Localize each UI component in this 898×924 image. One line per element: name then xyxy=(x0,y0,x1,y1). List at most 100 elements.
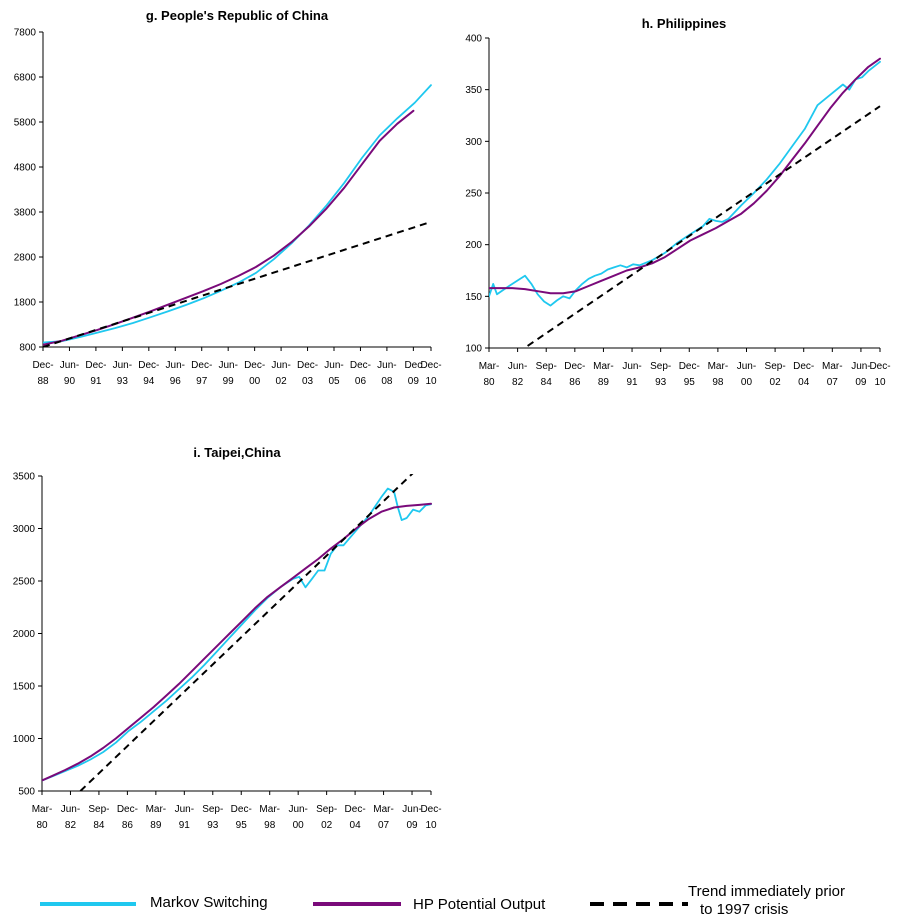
taipei-x-tick-label: Mar- xyxy=(259,804,280,815)
taipei-x-tick-label: Mar- xyxy=(146,804,167,815)
taipei-x-tick-label: 80 xyxy=(36,820,48,831)
philippines-y-tick-label: 150 xyxy=(465,292,482,303)
panel-philippines: h. Philippines 100 150 200 250 300 350 400 Mar- 8… xyxy=(465,16,890,388)
taipei-y-tick-label: 3500 xyxy=(13,472,36,483)
china-x-tick-label: Dec- xyxy=(138,360,159,371)
philippines-x-tick-label: Mar- xyxy=(593,361,614,372)
taipei-x-tick-label: 82 xyxy=(65,820,77,831)
taipei-x-tick-label: 00 xyxy=(293,820,305,831)
taipei-x-tick-label: 10 xyxy=(425,820,437,831)
philippines-x-tick-label: Mar- xyxy=(479,361,500,372)
china-x-tick-label: Jun- xyxy=(324,360,343,371)
china-x-tick-label: Dec- xyxy=(244,360,265,371)
philippines-x-tick-label: Jun- xyxy=(622,361,641,372)
china-series-hp xyxy=(43,109,415,346)
legend-trend-label-2: to 1997 crisis xyxy=(700,901,788,918)
taipei-series-trend xyxy=(79,474,414,791)
china-y-tick-label: 2800 xyxy=(14,253,37,264)
china-x-tick-label: Dec- xyxy=(420,360,441,371)
philippines-series-markov xyxy=(489,60,881,307)
china-x-tick-label: 02 xyxy=(276,376,288,387)
china-x-tick-label: Jun- xyxy=(218,360,237,371)
china-x-tick-label: 00 xyxy=(249,376,261,387)
china-x-tick-label: 06 xyxy=(355,376,367,387)
china-x-tick-label: Dec- xyxy=(32,360,53,371)
taipei-x-tick-label: 98 xyxy=(264,820,276,831)
china-y-tick-label: 1800 xyxy=(14,298,37,309)
philippines-x-tick-label: 82 xyxy=(512,377,524,388)
taipei-x-tick-label: 84 xyxy=(93,820,105,831)
legend: Markov Switching HP Potential Output Tre… xyxy=(40,883,845,918)
philippines-x-tick-label: 07 xyxy=(827,377,839,388)
philippines-x-tick-label: Dec- xyxy=(793,361,814,372)
taipei-title: i. Taipei,China xyxy=(193,445,281,460)
philippines-x-tick-label: Jun- xyxy=(851,361,870,372)
philippines-x-tick-label: Mar- xyxy=(708,361,729,372)
taipei-x-tick-label: 93 xyxy=(207,820,219,831)
china-x-tick-label: 09 xyxy=(408,376,420,387)
philippines-x-tick-label: Jun- xyxy=(737,361,756,372)
philippines-y-tick-label: 350 xyxy=(465,85,482,96)
legend-trend-label-1: Trend immediately prior xyxy=(688,883,845,900)
taipei-x-tick-label: 86 xyxy=(122,820,134,831)
taipei-x-tick-label: Mar- xyxy=(373,804,394,815)
taipei-x-tick-label: 09 xyxy=(406,820,418,831)
china-x-tick-label: 96 xyxy=(170,376,182,387)
china-y-tick-label: 4800 xyxy=(14,163,37,174)
philippines-x-tick-label: 84 xyxy=(541,377,553,388)
china-x-tick-label: 88 xyxy=(37,376,49,387)
philippines-y-tick-label: 200 xyxy=(465,240,482,251)
philippines-x-tick-label: Jun- xyxy=(508,361,527,372)
philippines-x-tick-label: 02 xyxy=(770,377,782,388)
taipei-x-tick-label: Sep- xyxy=(88,804,109,815)
china-x-tick-label: Jun- xyxy=(377,360,396,371)
china-x-tick-label: 90 xyxy=(64,376,76,387)
taipei-x-tick-label: Dec- xyxy=(231,804,252,815)
philippines-x-tick-label: Sep- xyxy=(765,361,786,372)
philippines-y-tick-label: 250 xyxy=(465,189,482,200)
china-x-tick-label: 91 xyxy=(90,376,102,387)
china-title: g. People's Republic of China xyxy=(146,8,329,23)
taipei-x-tick-label: Mar- xyxy=(32,804,53,815)
taipei-x-tick-label: Sep- xyxy=(202,804,223,815)
taipei-x-tick-label: 04 xyxy=(350,820,362,831)
china-series-markov xyxy=(43,84,432,344)
panel-taipei: i. Taipei,China5001000150020002500300035… xyxy=(13,445,442,831)
taipei-x-tick-label: 91 xyxy=(179,820,191,831)
china-series-trend xyxy=(43,220,432,347)
philippines-y-tick-label: 100 xyxy=(465,344,482,355)
philippines-series-hp xyxy=(489,57,881,295)
taipei-y-tick-label: 1500 xyxy=(13,682,36,693)
taipei-series-markov xyxy=(42,487,432,782)
taipei-x-tick-label: 95 xyxy=(236,820,248,831)
philippines-x-tick-label: 91 xyxy=(626,377,638,388)
china-x-tick-label: 10 xyxy=(425,376,437,387)
philippines-x-tick-label: 95 xyxy=(684,377,696,388)
taipei-y-tick-label: 3000 xyxy=(13,524,36,535)
china-x-tick-label: Jun- xyxy=(166,360,185,371)
taipei-x-tick-label: 89 xyxy=(150,820,162,831)
philippines-x-tick-label: Mar- xyxy=(822,361,843,372)
philippines-title: h. Philippines xyxy=(642,16,727,31)
taipei-y-tick-label: 1000 xyxy=(13,734,36,745)
philippines-x-tick-label: Sep- xyxy=(650,361,671,372)
china-x-tick-label: Jun- xyxy=(113,360,132,371)
taipei-x-tick-label: Jun- xyxy=(402,804,421,815)
philippines-x-tick-label: Sep- xyxy=(536,361,557,372)
philippines-y-tick-label: 400 xyxy=(465,34,482,45)
taipei-x-tick-label: Jun- xyxy=(61,804,80,815)
taipei-x-tick-label: Jun- xyxy=(288,804,307,815)
taipei-series-hp xyxy=(42,502,432,782)
china-x-tick-label: Jun- xyxy=(271,360,290,371)
china-x-tick-label: 94 xyxy=(143,376,155,387)
philippines-x-tick-label: 10 xyxy=(874,377,886,388)
china-x-tick-label: Dec- xyxy=(191,360,212,371)
philippines-x-tick-label: 89 xyxy=(598,377,610,388)
china-x-tick-label: 93 xyxy=(117,376,129,387)
philippines-x-tick-label: 09 xyxy=(855,377,867,388)
taipei-x-tick-label: Jun- xyxy=(175,804,194,815)
china-x-tick-label: Dec xyxy=(404,360,422,371)
taipei-x-tick-label: Dec- xyxy=(345,804,366,815)
taipei-x-tick-label: 02 xyxy=(321,820,333,831)
